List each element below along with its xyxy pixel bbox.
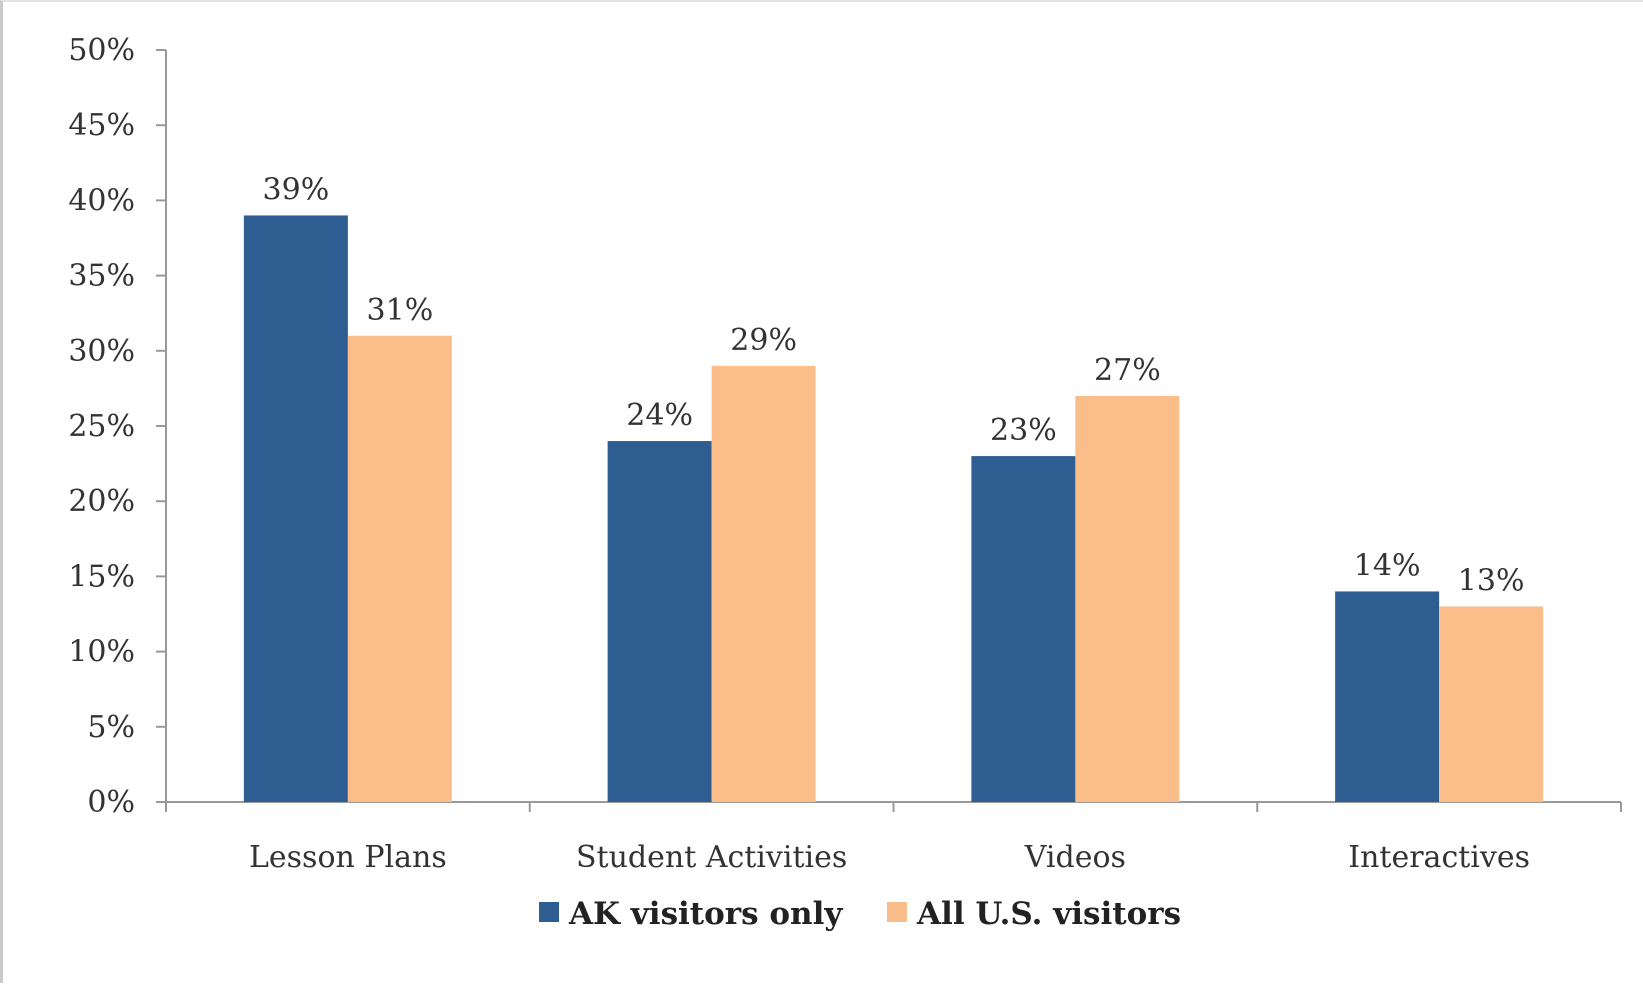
- x-tick-label: Student Activities: [576, 840, 847, 875]
- legend: AK visitors only All U.S. visitors: [539, 896, 1181, 932]
- data-label: 23%: [990, 413, 1057, 448]
- data-label: 31%: [367, 293, 434, 328]
- data-label: 13%: [1458, 563, 1525, 598]
- bars: [243, 215, 1544, 802]
- bar-us-0: [347, 335, 452, 802]
- data-label: 14%: [1354, 548, 1421, 583]
- y-axis: 0% 5% 10% 15% 20% 25% 30% 35% 40% 45% 50%: [68, 33, 167, 820]
- y-tick-label: 30%: [68, 334, 135, 369]
- legend-label-us: All U.S. visitors: [916, 896, 1181, 932]
- y-tick-label: 0%: [87, 785, 135, 820]
- bar-ak-3: [1335, 591, 1440, 802]
- bar-ak-1: [607, 441, 712, 802]
- data-labels: 39% 31% 24% 29% 23% 27% 14% 13%: [263, 172, 1525, 598]
- bar-us-1: [711, 365, 816, 802]
- y-tick-label: 35%: [68, 259, 135, 294]
- y-tick-label: 50%: [68, 33, 135, 68]
- legend-label-ak: AK visitors only: [568, 896, 843, 932]
- y-tick-label: 25%: [68, 409, 135, 444]
- bar-ak-2: [971, 456, 1076, 802]
- data-label: 39%: [263, 172, 330, 207]
- bar-ak-0: [243, 215, 348, 802]
- y-tick-label: 45%: [68, 108, 135, 143]
- y-tick-label: 40%: [68, 183, 135, 218]
- x-axis: Lesson Plans Student Activities Videos Inte…: [165, 801, 1622, 875]
- data-label: 27%: [1094, 353, 1161, 388]
- y-tick-label: 15%: [68, 559, 135, 594]
- y-tick-label: 20%: [68, 484, 135, 519]
- data-label: 29%: [730, 323, 797, 358]
- legend-swatch-us: [887, 902, 907, 922]
- bar-us-2: [1075, 395, 1180, 802]
- y-tick-label: 10%: [68, 635, 135, 670]
- chart: 0% 5% 10% 15% 20% 25% 30% 35% 40% 45% 50% Lesson P…: [68, 33, 1622, 932]
- x-tick-label: Lesson Plans: [249, 840, 447, 875]
- data-label: 24%: [626, 398, 693, 433]
- x-tick-label: Interactives: [1348, 840, 1530, 875]
- legend-swatch-ak: [539, 902, 559, 922]
- x-tick-label: Videos: [1024, 840, 1126, 875]
- y-tick-label: 5%: [87, 710, 135, 745]
- bar-us-3: [1439, 606, 1544, 802]
